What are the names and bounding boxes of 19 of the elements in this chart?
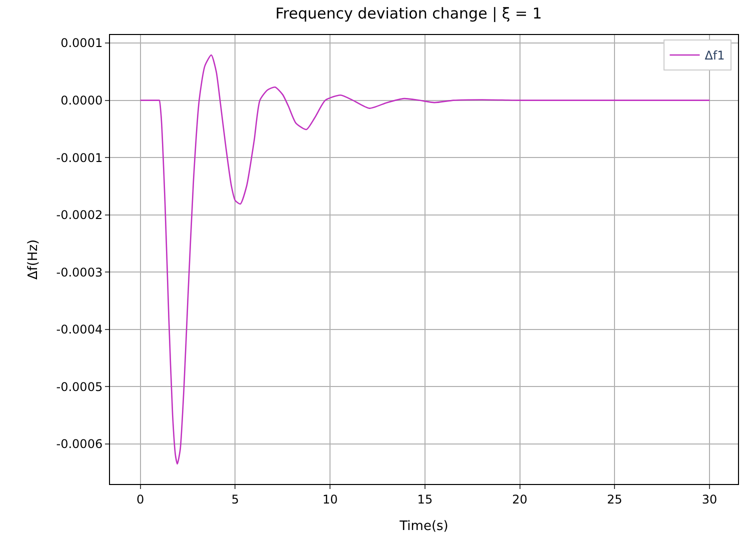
y-tick-label: 0.0000 [60, 93, 103, 108]
x-tick-label: 10 [322, 492, 338, 506]
legend-label: Δf1 [704, 48, 725, 63]
x-tick-label: 30 [702, 492, 718, 506]
y-tick-label: -0.0004 [56, 322, 103, 337]
y-tick-label: 0.0001 [60, 36, 103, 50]
y-tick-label: -0.0003 [56, 265, 103, 280]
y-tick-label: -0.0005 [56, 380, 103, 394]
chart-title: Frequency deviation change | ξ = 1 [275, 4, 542, 23]
y-axis-title: Δf(Hz) [26, 239, 42, 280]
x-axis-title: Time(s) [398, 519, 448, 534]
x-tick-label: 25 [607, 492, 622, 506]
x-tick-label: 15 [417, 492, 433, 506]
x-tick-label: 20 [512, 492, 528, 506]
x-tick-label: 5 [231, 492, 240, 506]
x-tick-label: 0 [136, 492, 144, 506]
y-tick-label: -0.0001 [56, 150, 103, 165]
y-tick-label: -0.0002 [56, 208, 103, 222]
y-tick-label: -0.0006 [56, 437, 103, 452]
